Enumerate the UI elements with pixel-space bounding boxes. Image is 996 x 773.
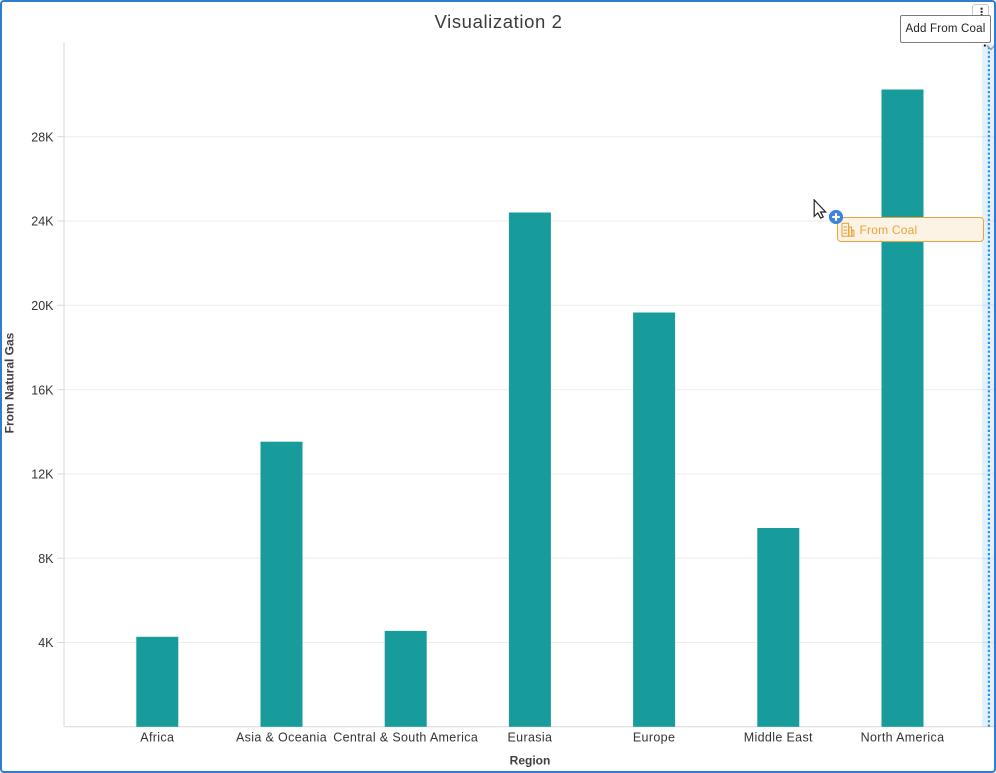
- svg-text:20K: 20K: [31, 299, 54, 313]
- svg-text:Central & South America: Central & South America: [333, 731, 478, 745]
- svg-text:Europe: Europe: [633, 731, 675, 745]
- svg-text:From Natural Gas: From Natural Gas: [3, 332, 17, 433]
- svg-text:4K: 4K: [38, 636, 54, 650]
- svg-text:Africa: Africa: [140, 731, 174, 745]
- svg-text:North America: North America: [861, 731, 945, 745]
- svg-text:12K: 12K: [31, 468, 54, 482]
- svg-text:Asia & Oceania: Asia & Oceania: [236, 731, 327, 745]
- svg-text:8K: 8K: [38, 552, 54, 566]
- svg-text:Visualization 2: Visualization 2: [435, 11, 563, 32]
- svg-text:28K: 28K: [31, 130, 54, 144]
- svg-text:16K: 16K: [31, 383, 54, 397]
- svg-text:Eurasia: Eurasia: [507, 731, 552, 745]
- svg-text:Region: Region: [510, 753, 551, 767]
- svg-text:24K: 24K: [31, 215, 54, 229]
- svg-text:Middle East: Middle East: [744, 731, 813, 745]
